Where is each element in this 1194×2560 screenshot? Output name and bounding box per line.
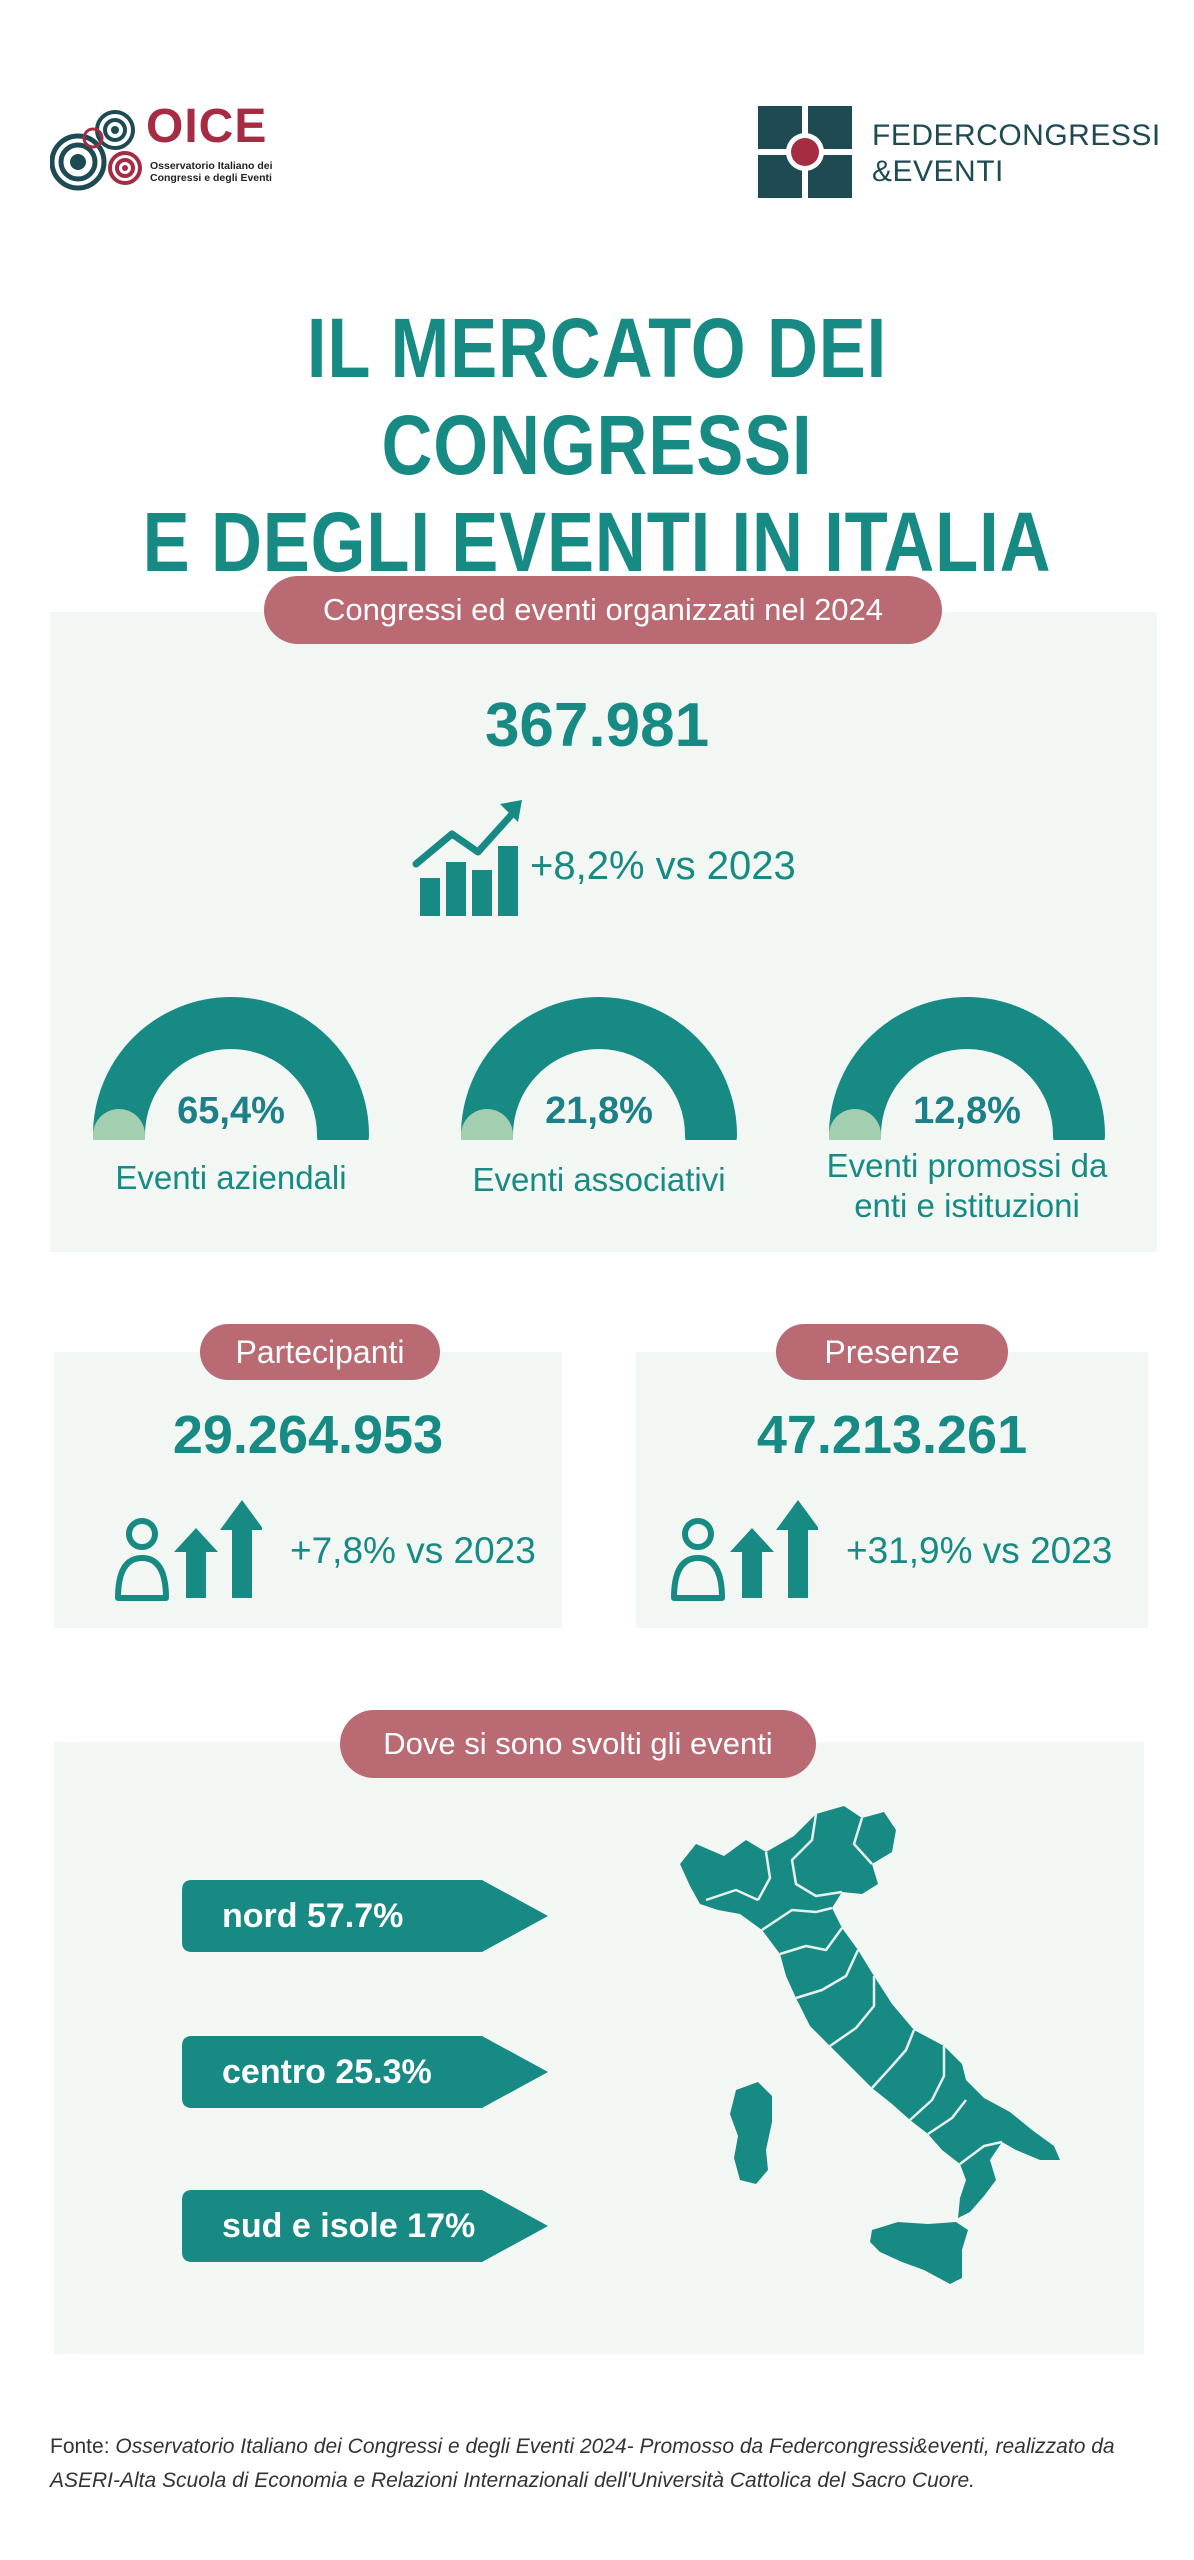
region-label-centro: centro 25.3% xyxy=(222,2053,432,2091)
presences-value: 47.213.261 xyxy=(756,1405,1028,1465)
oice-title: OICE xyxy=(146,100,268,153)
gauge-corporate-value: 65,4% xyxy=(177,1090,285,1132)
participants-panel xyxy=(54,1352,562,1628)
gauge-track xyxy=(93,997,369,1161)
page-title-line1: IL MERCATO DEI CONGRESSI xyxy=(306,301,888,492)
source-footnote: Fonte: Osservatorio Italiano dei Congres… xyxy=(50,2430,1150,2498)
gauge-associative-arc xyxy=(460,997,737,1161)
oice-logo-icon xyxy=(50,110,142,191)
gauge-track xyxy=(829,997,1105,1161)
region-label-nord: nord 57.7% xyxy=(222,1897,404,1935)
participants-pill: Partecipanti xyxy=(200,1324,440,1380)
gauge-corporate-arc xyxy=(92,997,369,1161)
region-tag-shape xyxy=(182,2190,548,2262)
federcongressi-line1: FEDERCONGRESSI xyxy=(872,119,1161,152)
gauge-associative-label: Eventi associativi xyxy=(472,1161,726,1198)
footnote-prefix: Fonte: xyxy=(50,2435,116,2458)
italy-map-icon xyxy=(680,1806,1060,2284)
region-tag-shape xyxy=(182,1880,548,1952)
gauge-institutional-label: Eventi promossi da enti e istituzioni xyxy=(797,1146,1137,1226)
events-growth: +8,2% vs 2023 xyxy=(530,844,796,888)
region-tag-shape xyxy=(182,2036,548,2108)
growth-chart-icon xyxy=(412,800,522,916)
locations-pill: Dove si sono svolti gli eventi xyxy=(340,1710,816,1778)
gauge-corporate-label: Eventi aziendali xyxy=(115,1159,347,1196)
gauge-institutional-value: 12,8% xyxy=(913,1090,1021,1132)
region-label-sud: sud e isole 17% xyxy=(222,2207,476,2245)
gauge-institutional-label-line2: enti e istituzioni xyxy=(854,1187,1080,1224)
participants-value: 29.264.953 xyxy=(172,1405,444,1465)
gauge-associative xyxy=(454,990,744,1161)
gauge-institutional-arc xyxy=(828,997,1105,1161)
gauge-track xyxy=(461,997,737,1161)
federcongressi-logo-icon xyxy=(758,106,852,198)
federcongressi-name: FEDERCONGRESSI &EVENTI xyxy=(872,118,1161,190)
gauge-institutional xyxy=(822,990,1112,1161)
events-panel xyxy=(50,612,1157,1252)
events-total: 367.981 xyxy=(484,691,710,760)
participants-delta: +7,8% vs 2023 xyxy=(290,1530,536,1571)
presences-delta: +31,9% vs 2023 xyxy=(846,1530,1113,1571)
page-title-line2: E DEGLI EVENTI IN ITALIA xyxy=(142,495,1052,589)
gauge-institutional-label-line1: Eventi promossi da xyxy=(826,1147,1108,1184)
people-growth-icon xyxy=(115,1500,262,1601)
federcongressi-line2: &EVENTI xyxy=(872,155,1004,188)
gauge-associative-value: 21,8% xyxy=(545,1090,653,1132)
presences-pill: Presenze xyxy=(776,1324,1008,1380)
gauge-corporate xyxy=(86,990,376,1161)
events-heading-pill: Congressi ed eventi organizzati nel 2024 xyxy=(264,576,942,644)
oice-subtitle: Osservatorio Italiano dei Congressi e de… xyxy=(150,160,273,184)
people-growth-icon xyxy=(671,1500,818,1601)
page-title: IL MERCATO DEI CONGRESSI E DEGLI EVENTI … xyxy=(96,300,1099,591)
footnote-text: Osservatorio Italiano dei Congressi e de… xyxy=(50,2435,1115,2492)
